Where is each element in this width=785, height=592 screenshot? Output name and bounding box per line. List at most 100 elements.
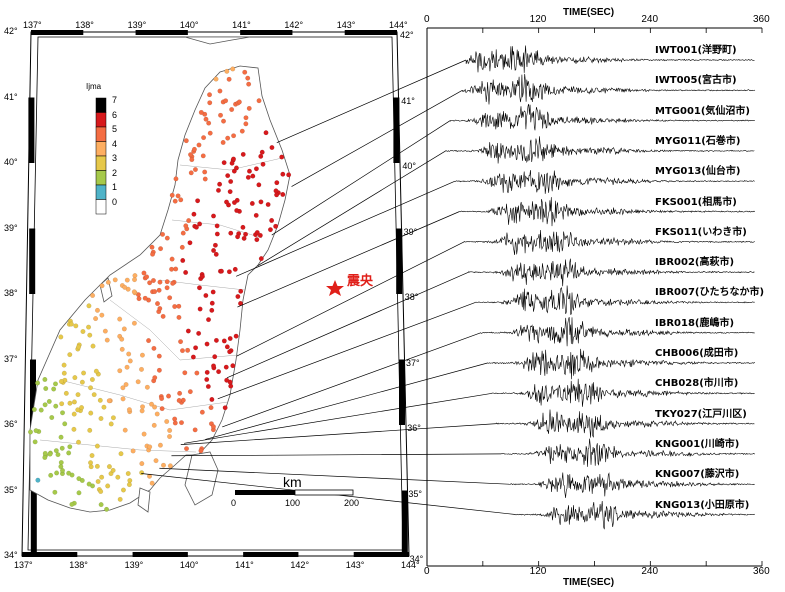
lat-label-left: 35°	[4, 484, 18, 495]
leader-line	[180, 423, 497, 445]
prefecture-boundaries	[39, 157, 283, 453]
legend-level-label: 3	[112, 153, 118, 163]
seismogram-panel	[426, 27, 763, 567]
time-tick-label-top: 0	[424, 14, 430, 25]
scale-bar	[235, 489, 354, 496]
legend-level-label: 1	[112, 182, 118, 192]
seismogram-trace	[445, 136, 755, 164]
seismogram-traces	[445, 45, 756, 530]
lat-label-right: 36°	[407, 423, 421, 433]
intensity-dots	[28, 66, 292, 512]
seismogram-trace	[475, 285, 755, 315]
seismogram-trace	[459, 197, 756, 227]
time-tick-label-bottom: 240	[641, 566, 659, 577]
seismogram-trace	[496, 409, 755, 438]
station-label: CHB006(成田市)	[655, 348, 739, 359]
lat-label-left: 37°	[4, 353, 18, 364]
leader-line	[237, 211, 460, 308]
station-label: TKY027(江戸川区)	[655, 408, 747, 420]
leader-line	[183, 392, 493, 444]
seismogram-trace	[463, 229, 755, 256]
time-axis-title-top: TIME(SEC)	[563, 7, 615, 18]
lon-label-top: 143°	[336, 20, 356, 30]
seismogram-trace	[501, 438, 755, 467]
lat-label-left: 34°	[4, 550, 18, 560]
seismogram-trace	[454, 170, 755, 194]
lon-label-top: 144°	[389, 20, 408, 30]
seismogram-trace	[480, 317, 755, 347]
station-label: MYG011(石巻市)	[655, 135, 741, 147]
lon-label-top: 138°	[75, 20, 94, 30]
legend-level-label: 0	[112, 196, 118, 207]
lon-label-top: 142°	[284, 20, 304, 30]
leader-line	[226, 271, 470, 379]
scale-tick-0: 0	[231, 498, 237, 508]
scale-unit: km	[283, 474, 302, 490]
station-label: IBR007(ひたちなか市)	[655, 287, 765, 299]
leader-lines	[141, 59, 516, 515]
legend-level-label: 2	[112, 167, 118, 178]
lat-label-left: 39°	[4, 222, 18, 233]
lat-label-right: 41°	[401, 95, 415, 106]
time-tick-label-top: 120	[529, 14, 547, 25]
leader-line	[205, 362, 488, 440]
time-tick-label-top: 240	[641, 14, 659, 25]
time-tick-label-bottom: 0	[424, 566, 430, 577]
seismogram-trace	[515, 500, 755, 530]
lat-label-right: 40°	[402, 161, 417, 171]
leader-line	[236, 241, 465, 357]
lon-label-bottom: 138°	[69, 560, 88, 570]
station-label: KNG001(川崎市)	[655, 438, 740, 450]
legend-level-label: 4	[112, 138, 118, 149]
lon-label-bottom: 143°	[345, 560, 365, 570]
leader-line	[217, 302, 476, 400]
lon-label-top: 141°	[232, 20, 251, 30]
legend-level-label: 5	[112, 124, 118, 134]
leader-line	[257, 150, 446, 267]
seismogram-trace	[462, 73, 756, 105]
frame-bars	[22, 30, 409, 557]
lon-label-bottom: 141°	[235, 560, 254, 570]
station-label: IWT005(宮古市)	[655, 75, 737, 87]
lat-label-left: 36°	[4, 419, 18, 429]
station-label: MTG001(気仙沼市)	[655, 105, 750, 117]
lat-label-right: 35°	[408, 488, 423, 499]
station-label: FKS001(相馬市)	[655, 196, 737, 208]
epicenter-star-icon	[326, 280, 344, 296]
lon-label-bottom: 140°	[179, 560, 199, 570]
lat-label-right: 39°	[403, 226, 418, 237]
leader-line	[276, 59, 467, 144]
lon-label-bottom: 139°	[124, 560, 144, 570]
time-ticks	[426, 28, 763, 566]
seismogram-trace	[468, 258, 755, 287]
lat-label-right: 42°	[400, 30, 414, 40]
lon-label-top: 139°	[127, 20, 147, 30]
station-label: IWT001(洋野町)	[655, 45, 737, 56]
scale-tick-200: 200	[344, 498, 360, 508]
legend-level-label: 7	[112, 95, 118, 105]
station-label: CHB028(市川市)	[655, 378, 739, 390]
lon-label-top: 137°	[23, 20, 42, 30]
lat-label-right: 38°	[404, 292, 419, 302]
legend-level-label: 6	[112, 109, 118, 120]
lat-label-left: 42°	[4, 26, 18, 36]
lon-label-bottom: 142°	[290, 560, 310, 570]
lat-label-left: 40°	[4, 157, 18, 167]
leader-line	[271, 120, 451, 236]
seismogram-trace	[450, 103, 755, 131]
station-label: KNG007(藤沢市)	[655, 469, 740, 481]
lat-label-left: 38°	[4, 288, 18, 298]
lon-label-bottom: 137°	[14, 560, 33, 570]
time-tick-label-bottom: 360	[753, 566, 770, 577]
seismogram-trace	[487, 348, 755, 380]
scale-tick-100: 100	[285, 498, 301, 508]
lat-label-right: 37°	[406, 357, 420, 368]
station-label: IBR018(鹿嶋市)	[655, 317, 735, 329]
lat-label-left: 41°	[4, 91, 18, 102]
leader-line	[291, 89, 463, 187]
time-tick-label-top: 360	[753, 14, 770, 25]
time-tick-label-bottom: 120	[529, 566, 547, 577]
epicenter-label: 震央	[347, 274, 374, 289]
station-label: IBR002(高萩市)	[655, 257, 735, 269]
